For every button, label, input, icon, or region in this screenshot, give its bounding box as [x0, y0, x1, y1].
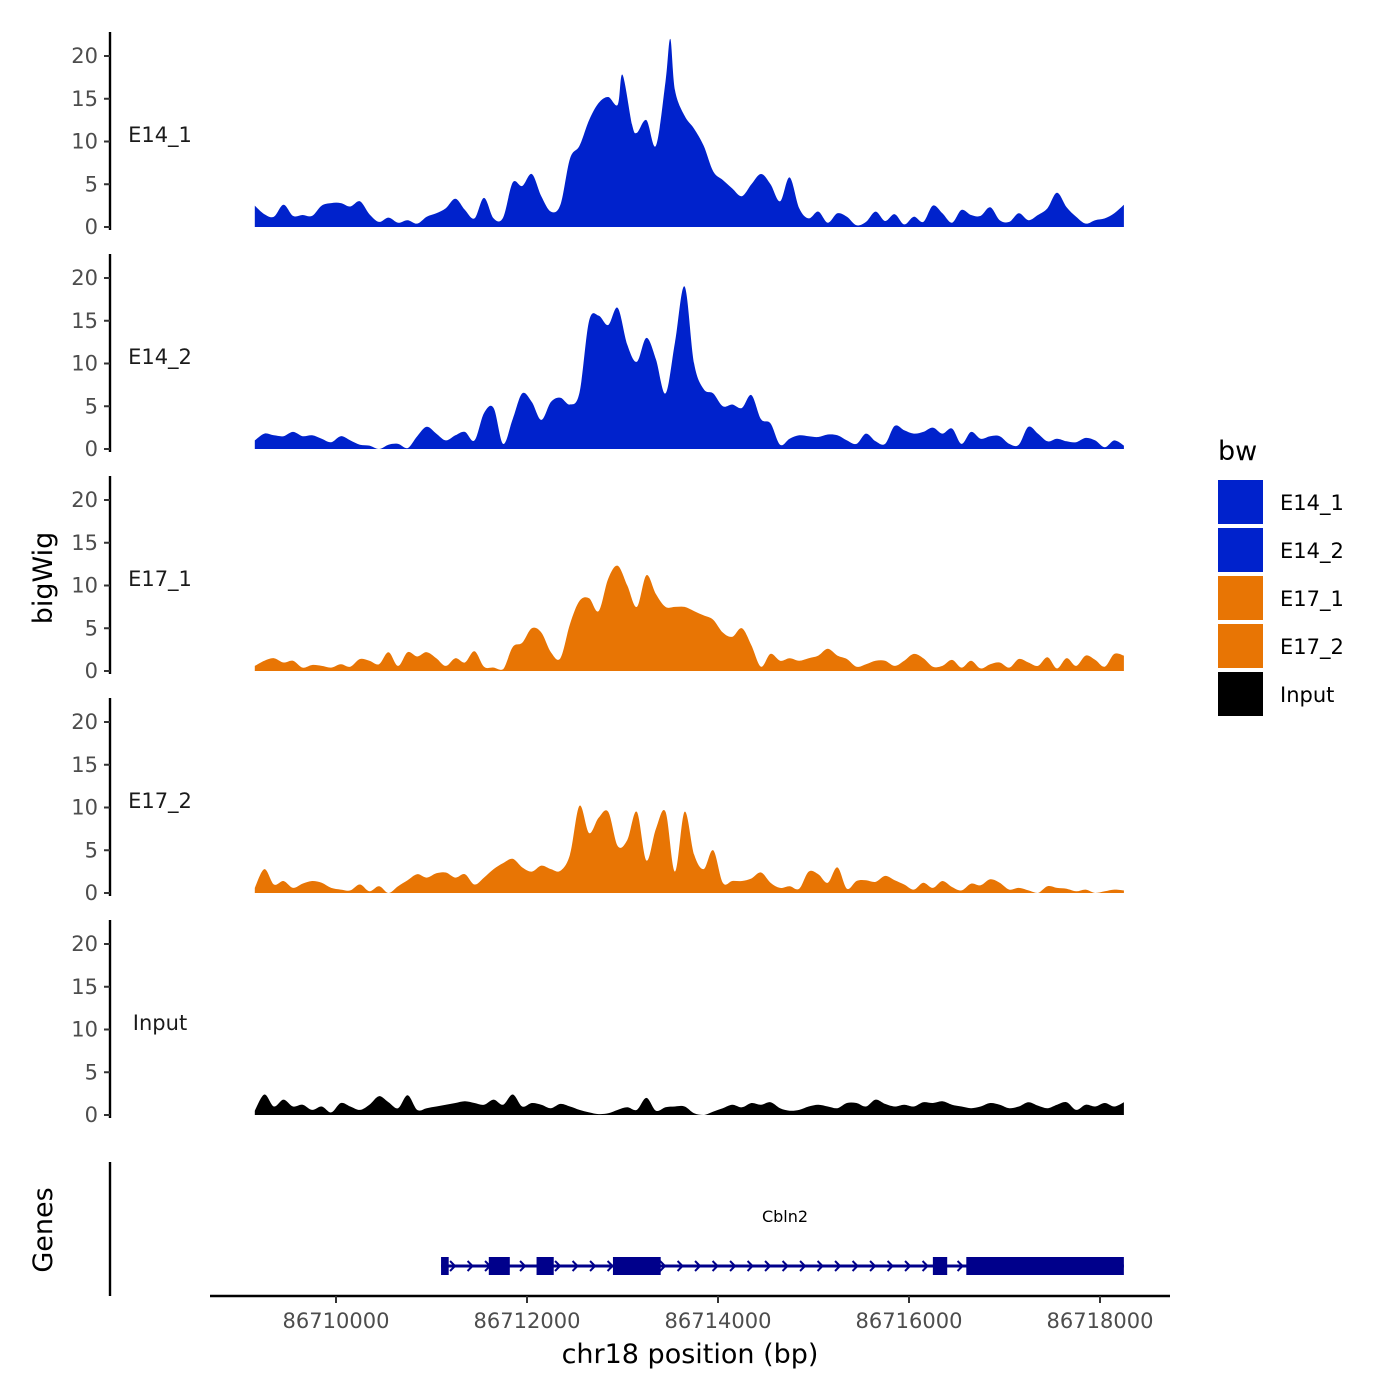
legend: bw E14_1 E14_2 E17_1 E17_2 Input — [1218, 436, 1344, 716]
gene-strand-chevron — [606, 1260, 614, 1272]
track-panel-E14_1: 0 5 10 15 20 E14_1 — [71, 32, 1124, 239]
gene-strand-chevron — [519, 1260, 527, 1272]
track-label: E14_2 — [128, 345, 192, 370]
gene-strand-chevron — [869, 1260, 877, 1272]
y-axis-title: bigWig — [28, 532, 59, 625]
y-tick-label: 5 — [85, 616, 98, 640]
gene-strand-chevron — [711, 1260, 719, 1272]
gene-strand-chevron — [886, 1260, 894, 1272]
gene-strand-chevron — [764, 1260, 772, 1272]
gene-exon — [966, 1257, 1124, 1275]
legend-label: E17_1 — [1280, 587, 1344, 612]
gene-exon — [536, 1257, 554, 1275]
gene-strand-chevron — [589, 1260, 597, 1272]
y-tick-label: 20 — [71, 44, 98, 68]
gene-strand-chevron — [834, 1260, 842, 1272]
x-tick-label: 86718000 — [1047, 1309, 1154, 1333]
y-tick-label: 15 — [71, 753, 98, 777]
x-tick-label: 86714000 — [665, 1309, 772, 1333]
y-tick-label: 15 — [71, 531, 98, 555]
x-tick-label: 86716000 — [856, 1309, 963, 1333]
y-tick-label: 20 — [71, 710, 98, 734]
legend-key-Input — [1218, 672, 1263, 716]
legend-label: E14_1 — [1280, 491, 1344, 516]
y-tick-label: 20 — [71, 932, 98, 956]
gene-strand-chevron — [921, 1260, 929, 1272]
x-axis: 86710000 86712000 86714000 86716000 86718000 — [210, 1294, 1170, 1333]
y-tick-label: 10 — [71, 130, 98, 154]
track-panels: 05101520E14_105101520E14_205101520E17_10… — [71, 32, 1124, 1127]
gene-strand-chevron — [781, 1260, 789, 1272]
coverage-area-E14_1 — [254, 38, 1124, 227]
gene-strand-chevron — [449, 1260, 457, 1272]
gene-strand-chevron — [571, 1260, 579, 1272]
y-tick-label: 5 — [85, 394, 98, 418]
track-label: Input — [133, 1011, 187, 1035]
coverage-area-E17_2 — [254, 805, 1124, 893]
legend-key-E14_2 — [1218, 528, 1263, 572]
gene-strand-chevron — [466, 1260, 474, 1272]
gene-exon — [488, 1257, 510, 1275]
track-label: E17_2 — [128, 789, 192, 814]
gene-strand-chevron — [904, 1260, 912, 1272]
gene-strand-chevron — [729, 1260, 737, 1272]
track-label: E14_1 — [128, 123, 192, 148]
legend-title: bw — [1218, 436, 1257, 467]
x-axis-title: chr18 position (bp) — [562, 1339, 819, 1370]
y-tick-label: 5 — [85, 1060, 98, 1084]
legend-key-E17_1 — [1218, 576, 1263, 620]
y-tick-label: 0 — [85, 881, 98, 905]
gene-strand-chevron — [659, 1260, 667, 1272]
x-tick-label: 86712000 — [474, 1309, 581, 1333]
y-tick-label: 15 — [71, 975, 98, 999]
coverage-area-E17_1 — [254, 565, 1124, 671]
gene-strand-chevron — [816, 1260, 824, 1272]
y-tick-label: 0 — [85, 1103, 98, 1127]
y-tick-label: 5 — [85, 172, 98, 196]
gene-track: Cbln2 — [108, 1162, 1124, 1296]
gene-strand-chevron — [694, 1260, 702, 1272]
y-tick-label: 10 — [71, 1018, 98, 1042]
legend-label: Input — [1280, 683, 1334, 707]
track-label: E17_1 — [128, 567, 192, 592]
legend-key-E14_1 — [1218, 480, 1263, 524]
gene-exon — [441, 1257, 449, 1275]
legend-label: E14_2 — [1280, 539, 1344, 564]
legend-label: E17_2 — [1280, 635, 1344, 660]
y-tick-label: 0 — [85, 659, 98, 683]
gene-strand-chevron — [554, 1260, 562, 1272]
y-tick-label: 15 — [71, 309, 98, 333]
y-tick-label: 10 — [71, 352, 98, 376]
x-tick-label: 86710000 — [283, 1309, 390, 1333]
gene-strand-chevron — [676, 1260, 684, 1272]
coverage-area-Input — [254, 1094, 1124, 1115]
y-tick-label: 10 — [71, 574, 98, 598]
y-tick-label: 0 — [85, 437, 98, 461]
gene-strand-chevron — [851, 1260, 859, 1272]
gene-exon — [932, 1257, 948, 1275]
y-tick-label: 10 — [71, 796, 98, 820]
track-panel-E17_1: 0 5 10 15 20 E17_1 — [71, 476, 1124, 683]
gene-strand-chevron — [799, 1260, 807, 1272]
gene-label: Cbln2 — [762, 1207, 808, 1226]
y-tick-label: 20 — [71, 266, 98, 290]
y-tick-label: 15 — [71, 87, 98, 111]
track-panel-E14_2: 0 5 10 15 20 E14_2 — [71, 254, 1124, 461]
gene-strand-chevron — [956, 1260, 964, 1272]
gene-strand-chevron — [746, 1260, 754, 1272]
track-panel-Input: 0 5 10 15 20 Input — [71, 920, 1124, 1127]
coverage-area-E14_2 — [254, 286, 1124, 449]
genes-axis-title: Genes — [28, 1187, 59, 1272]
y-tick-label: 20 — [71, 488, 98, 512]
legend-key-E17_2 — [1218, 624, 1263, 668]
gene-exon — [612, 1257, 661, 1275]
track-panel-E17_2: 0 5 10 15 20 E17_2 — [71, 698, 1124, 905]
y-tick-label: 0 — [85, 215, 98, 239]
y-tick-label: 5 — [85, 838, 98, 862]
